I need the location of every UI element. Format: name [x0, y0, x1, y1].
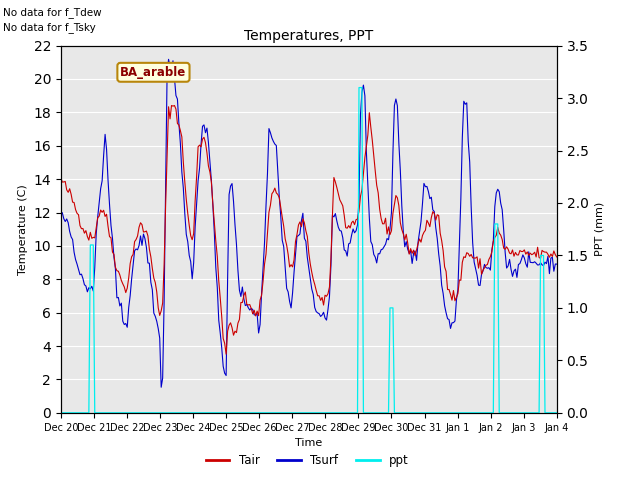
Tsurf: [213, 284, 221, 290]
Tsurf: [553, 261, 561, 267]
ppt: [436, 410, 444, 416]
Y-axis label: Temperature (C): Temperature (C): [18, 184, 28, 275]
Line: Tsurf: Tsurf: [61, 60, 557, 387]
Tsurf: [57, 211, 65, 217]
Tair: [212, 238, 220, 244]
Tsurf: [157, 384, 165, 390]
Tair: [222, 351, 230, 357]
Line: ppt: ppt: [61, 87, 557, 413]
Tsurf: [454, 287, 461, 292]
Tair: [333, 185, 340, 191]
Tair: [448, 297, 456, 303]
Text: No data for f_Tsky: No data for f_Tsky: [3, 22, 96, 33]
Text: No data for f_Tdew: No data for f_Tdew: [3, 7, 102, 18]
ppt: [447, 410, 454, 416]
Tsurf: [448, 320, 456, 326]
Tair: [168, 103, 175, 108]
Tair: [454, 291, 461, 297]
Tsurf: [164, 57, 172, 62]
Tair: [67, 192, 75, 197]
Tair: [438, 238, 445, 243]
Y-axis label: PPT (mm): PPT (mm): [594, 202, 604, 256]
Text: BA_arable: BA_arable: [120, 66, 187, 79]
ppt: [355, 84, 363, 90]
Line: Tair: Tair: [61, 106, 557, 354]
Tair: [57, 175, 65, 180]
ppt: [57, 410, 65, 416]
Tsurf: [67, 234, 75, 240]
ppt: [211, 410, 218, 416]
ppt: [452, 410, 460, 416]
Tair: [553, 254, 561, 260]
ppt: [67, 410, 75, 416]
X-axis label: Time: Time: [295, 438, 323, 448]
ppt: [330, 410, 338, 416]
ppt: [553, 410, 561, 416]
Legend: Tair, Tsurf, ppt: Tair, Tsurf, ppt: [201, 449, 413, 472]
Tsurf: [333, 218, 340, 224]
Tsurf: [438, 282, 445, 288]
Title: Temperatures, PPT: Temperatures, PPT: [244, 29, 373, 43]
